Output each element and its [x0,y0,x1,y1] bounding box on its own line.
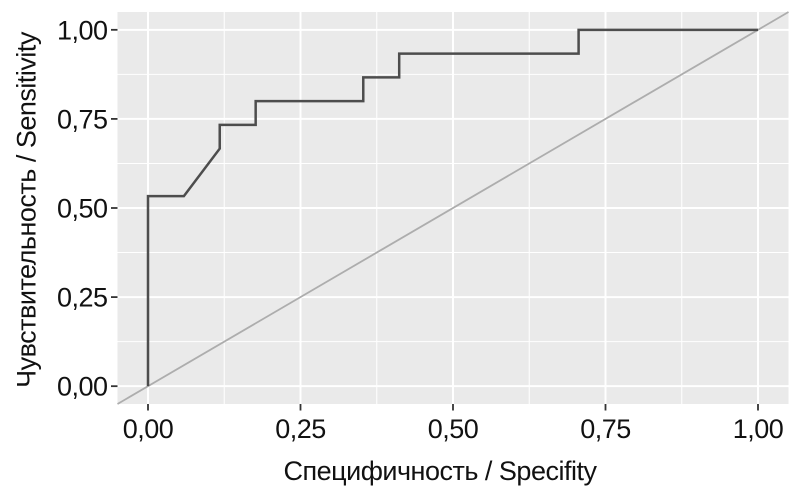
reference-diagonal-line [117,11,789,405]
axis-ticks [111,28,759,411]
y-tick-label: 1,00 [57,15,108,45]
x-tick-label: 0,50 [428,414,479,444]
y-tick-label: 0,00 [57,372,108,402]
y-tick-label: 0,75 [57,104,108,134]
x-tick-label: 0,00 [123,414,174,444]
x-tick-label: 1,00 [733,414,784,444]
y-axis-title: Чувствительность / Sensitivity [11,32,42,388]
x-axis-title: Специфичность / Specifity [283,456,597,486]
x-tick-label: 0,75 [580,414,631,444]
roc-curve-line [146,28,758,387]
x-tick-label: 0,25 [275,414,326,444]
y-tick-label: 0,50 [57,194,108,224]
y-tick-label: 0,25 [57,283,108,313]
